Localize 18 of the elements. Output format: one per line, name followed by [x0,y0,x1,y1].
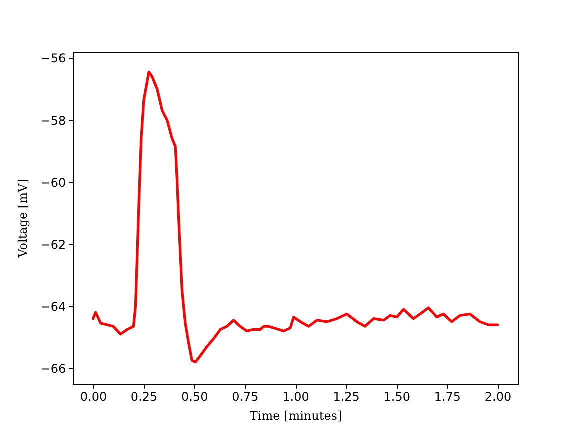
x-tick-label: 1.50 [384,390,410,404]
x-tick-label: 2.00 [484,390,512,404]
line-series [92,70,500,364]
x-tick-label: 0.00 [80,390,108,404]
x-tick-label: 0.75 [232,390,259,404]
y-axis-title: Voltage [mV] [16,179,30,259]
y-tick-label: −62 [40,238,66,252]
x-tick-label: 1.75 [434,390,462,404]
y-tick-label: −60 [40,176,66,190]
x-tick-label: 1.00 [282,390,310,404]
y-tick-label: −58 [40,114,66,128]
x-tick-label: 0.50 [182,390,208,404]
x-tick-label: 1.25 [333,390,360,404]
x-axis-title: Time [minutes] [250,408,342,423]
y-tick-label: −66 [40,362,66,376]
y-tick-label: −56 [40,52,66,66]
x-tick-label: 0.25 [130,390,158,404]
y-tick-label: −64 [40,300,66,314]
